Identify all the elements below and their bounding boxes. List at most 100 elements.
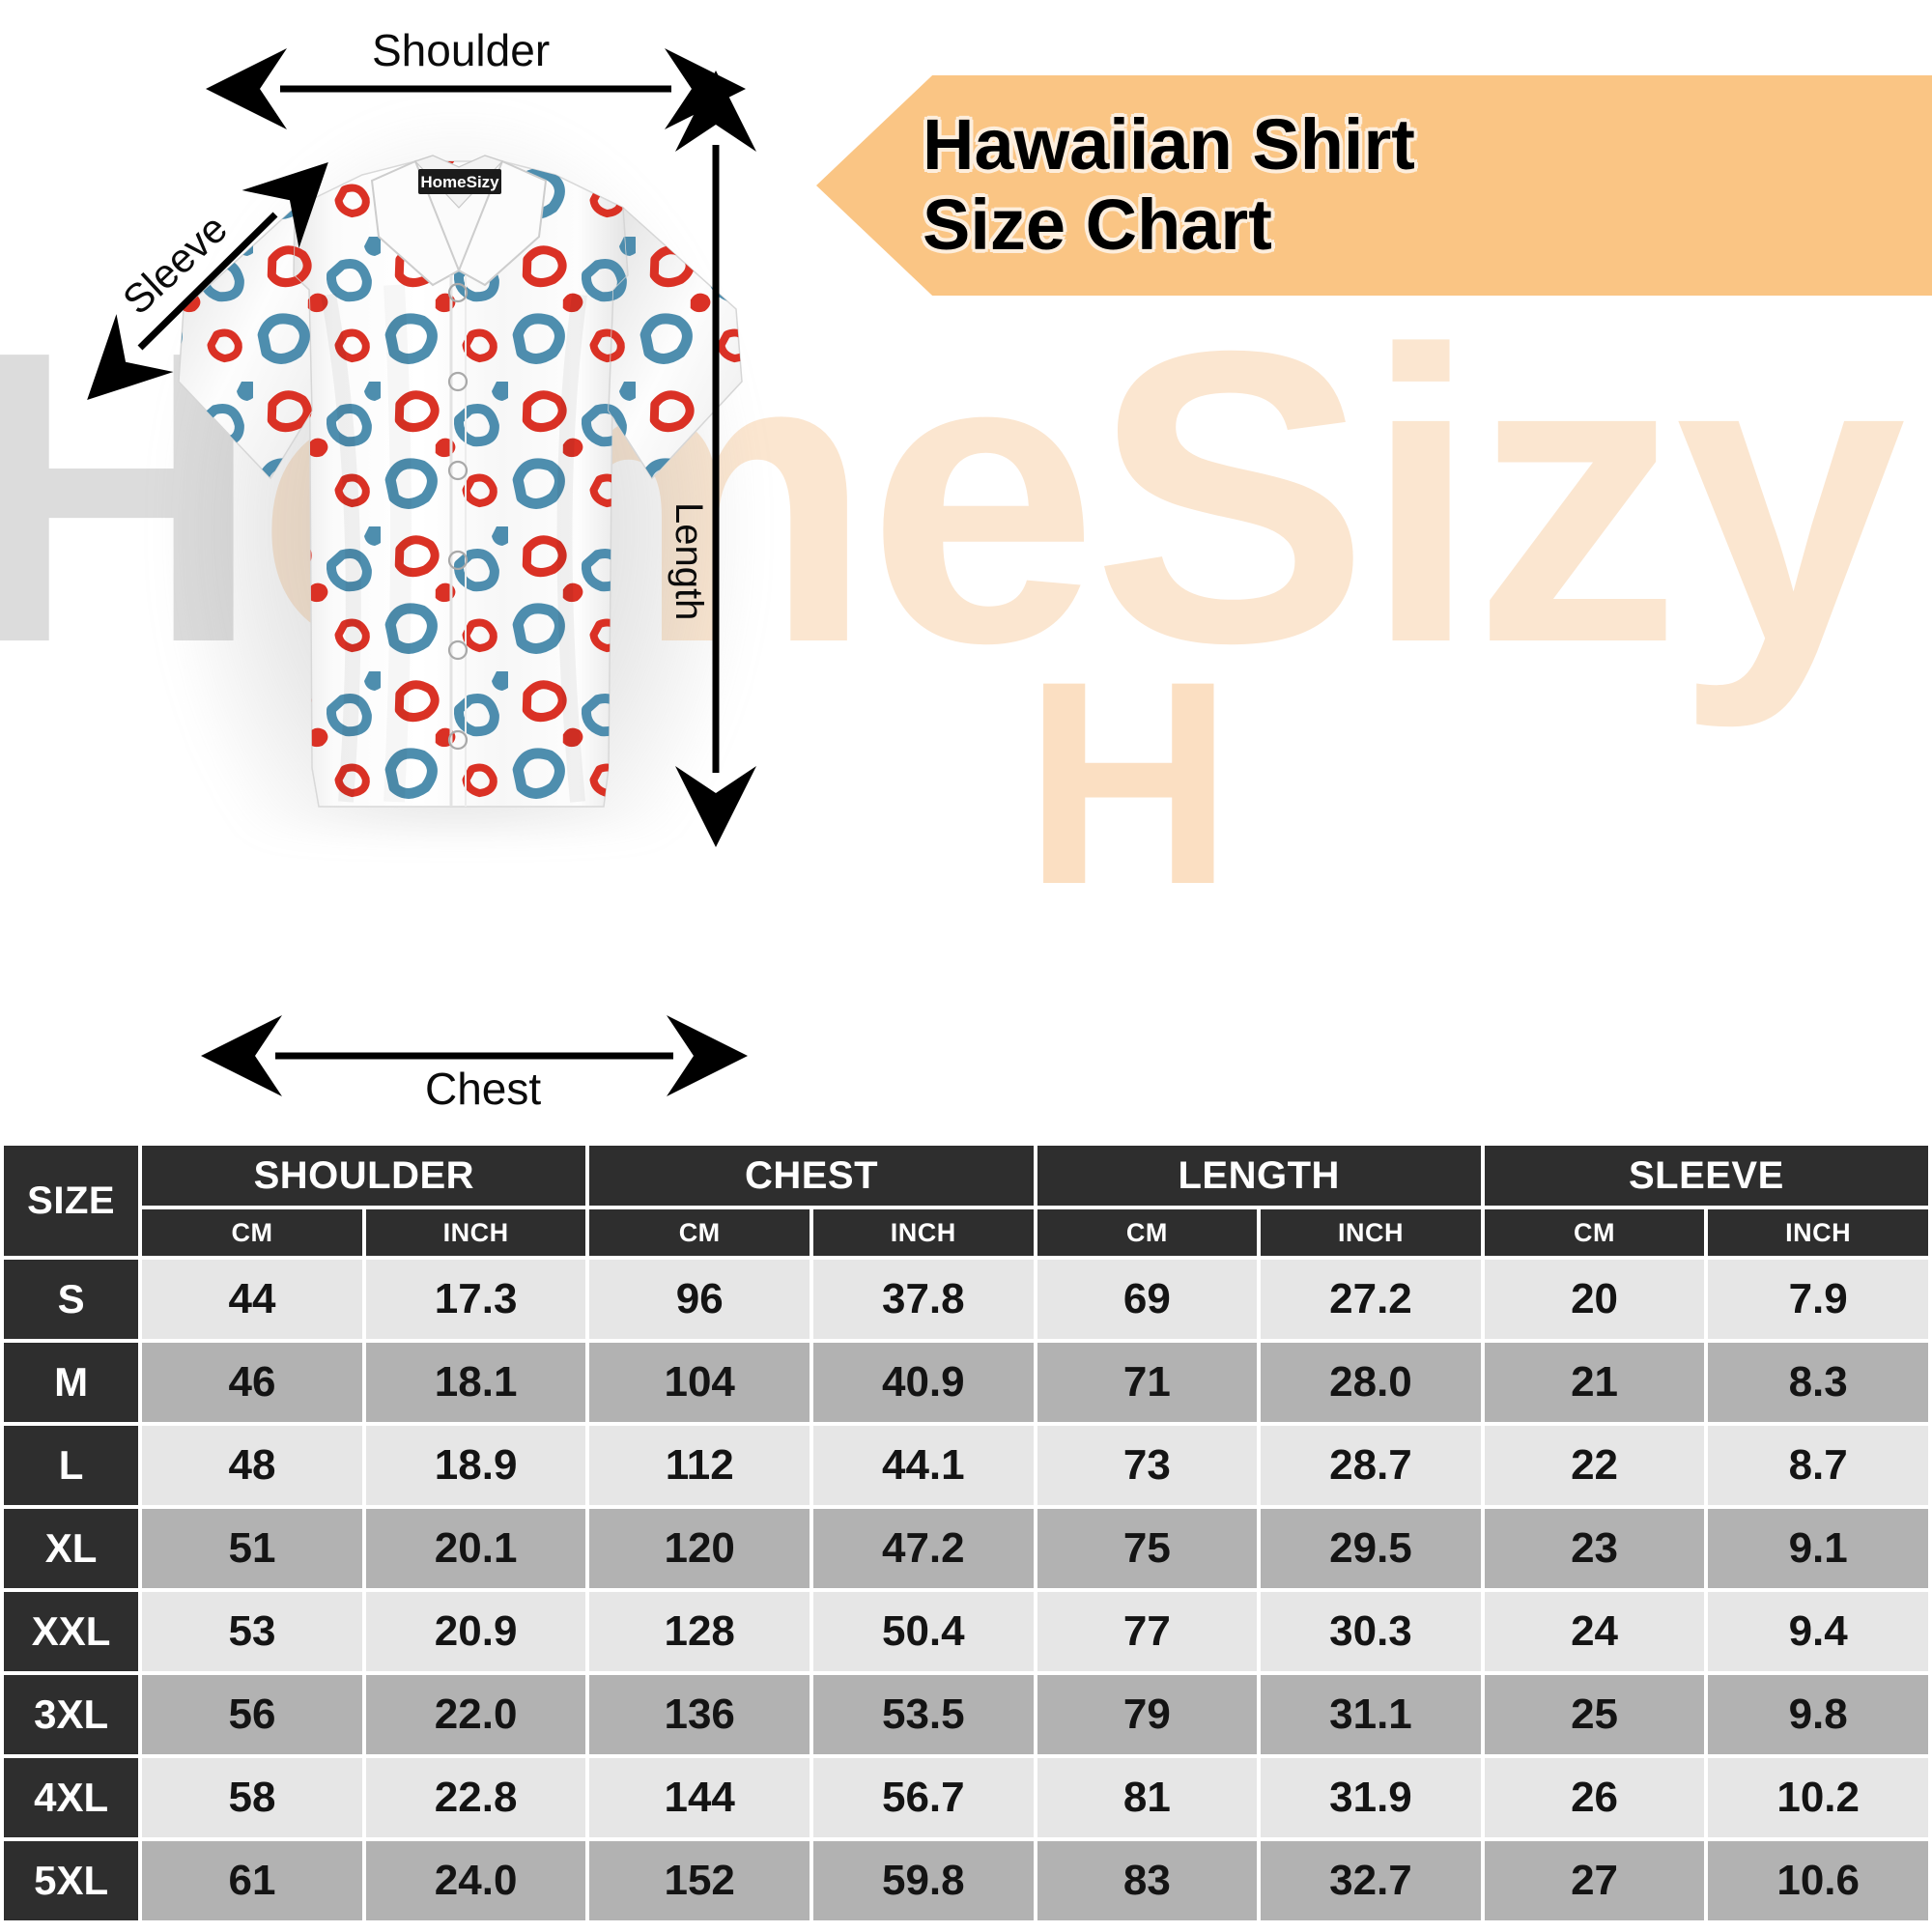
cell-value: 22.8 xyxy=(365,1758,586,1837)
cell-size-s: S xyxy=(4,1260,139,1339)
cell-value: 61 xyxy=(142,1841,362,1920)
cell-value: 10.2 xyxy=(1708,1758,1928,1837)
cell-value: 20.9 xyxy=(365,1592,586,1671)
table-row: M 46 18.1 104 40.9 71 28.0 21 8.3 xyxy=(4,1343,1928,1422)
header-unit-length-inch: INCH xyxy=(1261,1209,1481,1256)
cell-value: 104 xyxy=(589,1343,810,1422)
chest-label: Chest xyxy=(425,1064,542,1114)
header-group-shoulder: SHOULDER xyxy=(142,1146,586,1206)
cell-size-4xl: 4XL xyxy=(4,1758,139,1837)
cell-value: 50.4 xyxy=(812,1592,1034,1671)
header-group-chest: CHEST xyxy=(589,1146,1034,1206)
cell-value: 27 xyxy=(1484,1841,1705,1920)
cell-value: 71 xyxy=(1037,1343,1258,1422)
cell-value: 44.1 xyxy=(812,1426,1034,1505)
cell-value: 17.3 xyxy=(365,1260,586,1339)
cell-size-m: M xyxy=(4,1343,139,1422)
cell-value: 56 xyxy=(142,1675,362,1754)
table-header-group-row: SIZE SHOULDER CHEST LENGTH SLEEVE xyxy=(4,1146,1928,1256)
cell-value: 31.1 xyxy=(1261,1675,1481,1754)
cell-value: 32.7 xyxy=(1261,1841,1481,1920)
cell-value: 120 xyxy=(589,1509,810,1588)
table-row: S 44 17.3 96 37.8 69 27.2 20 7.9 xyxy=(4,1260,1928,1339)
cell-value: 7.9 xyxy=(1708,1260,1928,1339)
cell-value: 46 xyxy=(142,1343,362,1422)
header-unit-length-cm: CM xyxy=(1037,1209,1258,1256)
cell-value: 8.7 xyxy=(1708,1426,1928,1505)
cell-value: 9.4 xyxy=(1708,1592,1928,1671)
cell-value: 73 xyxy=(1037,1426,1258,1505)
cell-value: 20 xyxy=(1484,1260,1705,1339)
cell-value: 77 xyxy=(1037,1592,1258,1671)
cell-value: 18.1 xyxy=(365,1343,586,1422)
cell-size-xl: XL xyxy=(4,1509,139,1588)
table-row: 5XL 61 24.0 152 59.8 83 32.7 27 10.6 xyxy=(4,1841,1928,1920)
table-row: 4XL 58 22.8 144 56.7 81 31.9 26 10.2 xyxy=(4,1758,1928,1837)
shirt-illustration: HomeSizy xyxy=(178,155,743,808)
cell-size-3xl: 3XL xyxy=(4,1675,139,1754)
table-row: L 48 18.9 112 44.1 73 28.7 22 8.7 xyxy=(4,1426,1928,1505)
cell-value: 27.2 xyxy=(1261,1260,1481,1339)
size-table: SIZE SHOULDER CHEST LENGTH SLEEVE CM INC… xyxy=(0,1142,1932,1924)
cell-size-xxl: XXL xyxy=(4,1592,139,1671)
cell-value: 18.9 xyxy=(365,1426,586,1505)
header-unit-shoulder-inch: INCH xyxy=(365,1209,586,1256)
cell-value: 112 xyxy=(589,1426,810,1505)
header-group-length: LENGTH xyxy=(1037,1146,1481,1206)
header-unit-chest-inch: INCH xyxy=(812,1209,1034,1256)
table-row: 3XL 56 22.0 136 53.5 79 31.1 25 9.8 xyxy=(4,1675,1928,1754)
cell-value: 30.3 xyxy=(1261,1592,1481,1671)
size-table-body: S 44 17.3 96 37.8 69 27.2 20 7.9 M 46 18.1 104 40.9 71… xyxy=(4,1260,1928,1920)
title-banner: Hawaiian Shirt Size Chart xyxy=(816,75,1932,296)
cell-value: 96 xyxy=(589,1260,810,1339)
cell-value: 136 xyxy=(589,1675,810,1754)
svg-text:HomeSizy: HomeSizy xyxy=(420,173,499,191)
cell-value: 20.1 xyxy=(365,1509,586,1588)
cell-value: 8.3 xyxy=(1708,1343,1928,1422)
cell-value: 83 xyxy=(1037,1841,1258,1920)
cell-value: 22 xyxy=(1484,1426,1705,1505)
cell-value: 40.9 xyxy=(812,1343,1034,1422)
cell-value: 10.6 xyxy=(1708,1841,1928,1920)
cell-value: 75 xyxy=(1037,1509,1258,1588)
cell-value: 21 xyxy=(1484,1343,1705,1422)
cell-value: 29.5 xyxy=(1261,1509,1481,1588)
brand-tag: HomeSizy xyxy=(418,169,501,194)
banner-title-line-2: Size Chart xyxy=(923,185,1272,265)
length-label: Length xyxy=(668,502,710,621)
cell-value: 9.1 xyxy=(1708,1509,1928,1588)
watermark-block-h: H xyxy=(1024,620,1234,945)
shirt-photo: HomeSizy xyxy=(126,92,792,845)
cell-value: 81 xyxy=(1037,1758,1258,1837)
header-group-sleeve: SLEEVE xyxy=(1484,1146,1928,1206)
cell-value: 25 xyxy=(1484,1675,1705,1754)
cell-value: 53.5 xyxy=(812,1675,1034,1754)
cell-value: 31.9 xyxy=(1261,1758,1481,1837)
cell-value: 79 xyxy=(1037,1675,1258,1754)
cell-value: 128 xyxy=(589,1592,810,1671)
table-header-unit-row: CM INCH CM INCH CM INCH CM INCH xyxy=(4,1209,1928,1256)
cell-value: 152 xyxy=(589,1841,810,1920)
cell-value: 26 xyxy=(1484,1758,1705,1837)
cell-value: 47.2 xyxy=(812,1509,1034,1588)
cell-value: 56.7 xyxy=(812,1758,1034,1837)
cell-size-l: L xyxy=(4,1426,139,1505)
cell-value: 58 xyxy=(142,1758,362,1837)
header-unit-chest-cm: CM xyxy=(589,1209,810,1256)
cell-value: 37.8 xyxy=(812,1260,1034,1339)
cell-value: 23 xyxy=(1484,1509,1705,1588)
cell-value: 144 xyxy=(589,1758,810,1837)
cell-value: 28.0 xyxy=(1261,1343,1481,1422)
shoulder-label: Shoulder xyxy=(372,25,551,75)
cell-value: 59.8 xyxy=(812,1841,1034,1920)
header-size: SIZE xyxy=(4,1146,139,1256)
cell-value: 53 xyxy=(142,1592,362,1671)
table-row: XL 51 20.1 120 47.2 75 29.5 23 9.1 xyxy=(4,1509,1928,1588)
cell-value: 9.8 xyxy=(1708,1675,1928,1754)
size-table-head: SIZE SHOULDER CHEST LENGTH SLEEVE CM INC… xyxy=(4,1146,1928,1256)
cell-value: 69 xyxy=(1037,1260,1258,1339)
cell-size-5xl: 5XL xyxy=(4,1841,139,1920)
cell-value: 24 xyxy=(1484,1592,1705,1671)
header-unit-sleeve-cm: CM xyxy=(1484,1209,1705,1256)
